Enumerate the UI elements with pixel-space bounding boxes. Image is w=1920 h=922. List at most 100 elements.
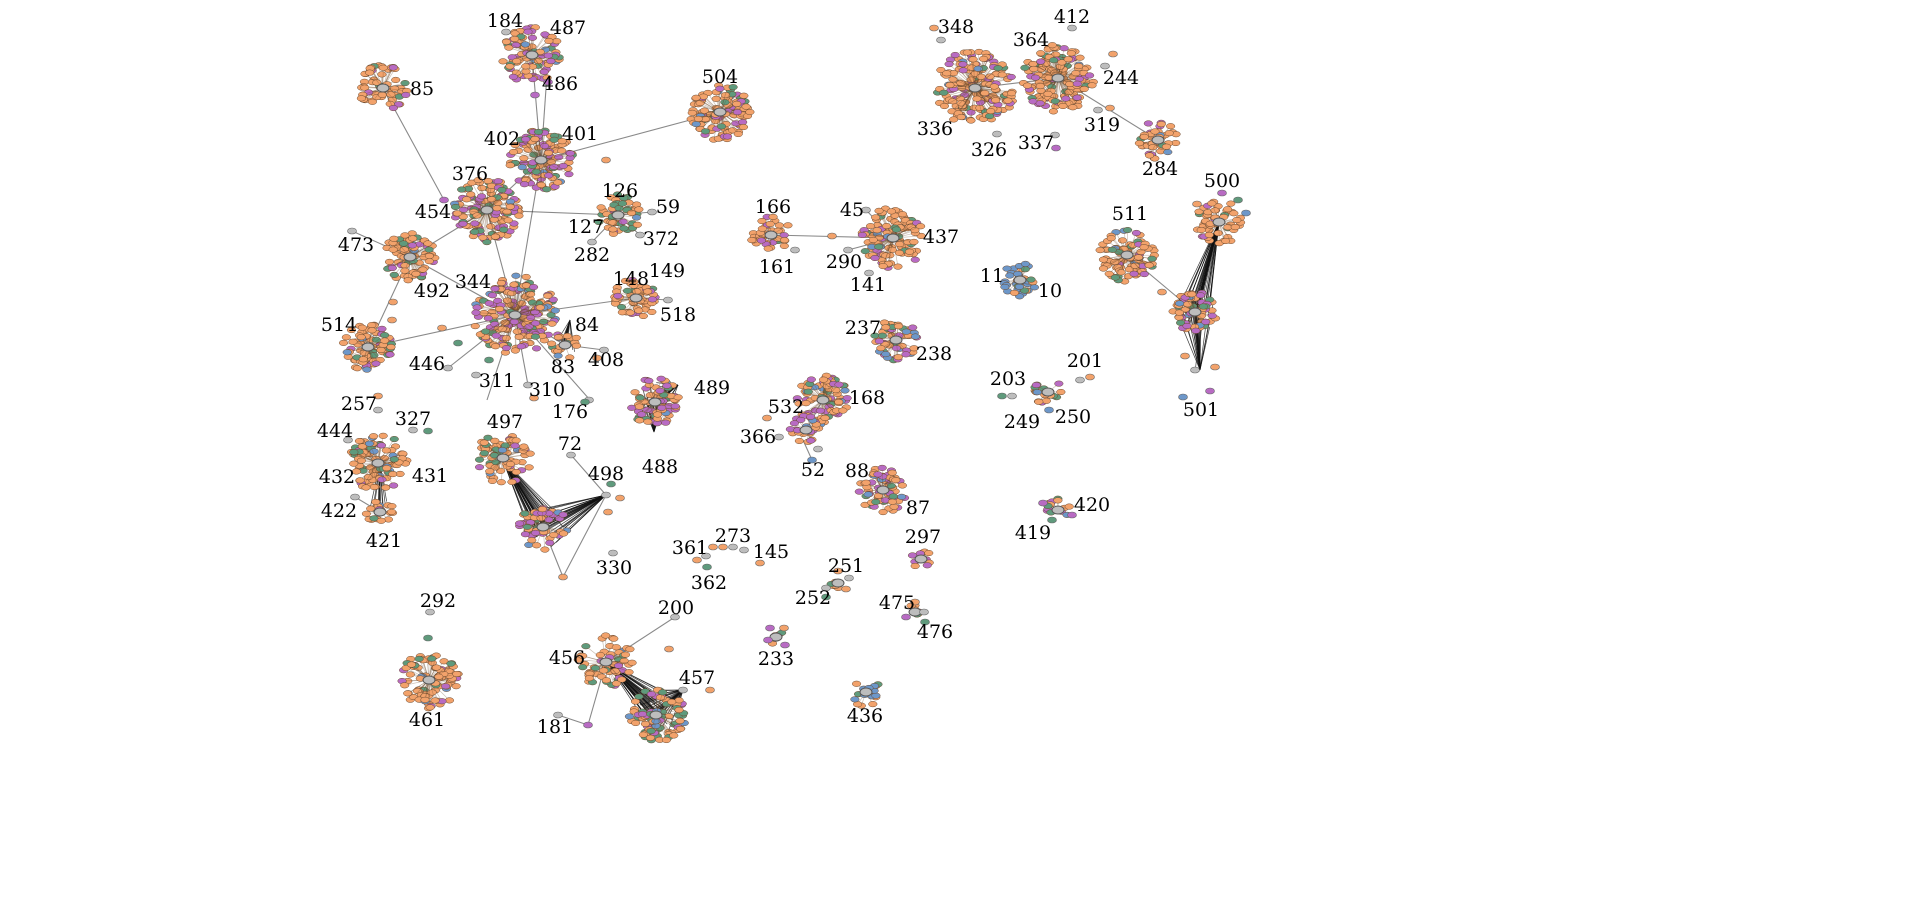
node-35 [558, 573, 568, 581]
node-label-337: 337 [1018, 132, 1054, 154]
cluster-1 [356, 62, 412, 112]
node [638, 312, 648, 320]
node-label-83: 83 [551, 356, 575, 378]
node [958, 61, 968, 68]
node [381, 484, 391, 491]
node [908, 324, 918, 331]
node-label-72: 72 [558, 433, 582, 455]
node [631, 719, 641, 727]
node [495, 305, 505, 312]
node-label-372: 372 [643, 228, 679, 250]
node [544, 172, 554, 179]
node [360, 84, 370, 91]
node [1020, 266, 1030, 273]
node [634, 693, 644, 700]
hub-node [361, 342, 375, 352]
node [355, 477, 365, 484]
node [745, 108, 755, 116]
node [1230, 224, 1240, 231]
node [806, 437, 816, 444]
node [916, 223, 926, 230]
node [956, 100, 966, 107]
node [733, 130, 743, 138]
node [517, 164, 527, 171]
node-label-237: 237 [845, 317, 881, 339]
node [549, 136, 559, 143]
node [387, 508, 397, 515]
node-label-292: 292 [420, 590, 456, 612]
node [472, 212, 482, 219]
node [380, 337, 390, 344]
node [617, 200, 627, 207]
node-label-284: 284 [1142, 158, 1178, 180]
node [1098, 265, 1109, 272]
node [487, 292, 498, 299]
node [346, 326, 356, 334]
node [756, 237, 766, 244]
node [1087, 82, 1097, 89]
node [367, 322, 377, 329]
node [542, 186, 552, 193]
node-label-361: 361 [672, 537, 708, 559]
hub-node [1013, 275, 1027, 285]
node-9 [453, 339, 463, 347]
node [526, 314, 536, 321]
node [948, 76, 958, 83]
node [490, 464, 500, 471]
node [840, 387, 850, 394]
node-89 [841, 585, 851, 593]
node [532, 542, 542, 549]
node-58 [1210, 363, 1220, 371]
node [509, 318, 520, 325]
node [543, 52, 553, 59]
node [865, 223, 876, 230]
node [1196, 226, 1206, 234]
node-60 [1192, 200, 1202, 208]
node [634, 403, 644, 410]
node-label-420: 420 [1074, 494, 1110, 516]
node [794, 437, 804, 445]
node-label-273: 273 [715, 525, 751, 547]
node [876, 345, 886, 352]
cluster-0 [498, 24, 564, 83]
node-54 [1105, 104, 1115, 112]
hub-node [1041, 387, 1055, 397]
node [637, 411, 647, 418]
node-label-290: 290 [826, 251, 862, 273]
node [514, 333, 524, 340]
cluster-29 [1030, 380, 1066, 406]
node [691, 94, 701, 101]
node [1110, 274, 1120, 281]
node [1123, 227, 1133, 234]
node [540, 546, 550, 553]
node [407, 242, 417, 249]
node [511, 42, 521, 49]
node [851, 680, 862, 687]
hub-node [1051, 505, 1065, 515]
node [1129, 270, 1139, 277]
node [881, 252, 891, 259]
node [584, 675, 594, 682]
node [1147, 255, 1157, 262]
node [483, 315, 493, 322]
hub-node [799, 425, 813, 435]
node [380, 332, 390, 339]
node [490, 437, 500, 444]
cluster-12 [346, 432, 412, 491]
node [644, 377, 654, 384]
hub-node [525, 50, 539, 60]
node [526, 291, 536, 298]
node-label-201: 201 [1067, 350, 1103, 372]
cluster-7 [470, 272, 560, 356]
hub-node [764, 230, 778, 240]
node [1166, 123, 1176, 130]
node [352, 365, 362, 372]
node [1059, 45, 1069, 52]
node [886, 482, 896, 489]
node [632, 214, 642, 221]
node [479, 439, 489, 446]
node [512, 58, 522, 65]
node [501, 335, 511, 342]
node [401, 91, 411, 98]
